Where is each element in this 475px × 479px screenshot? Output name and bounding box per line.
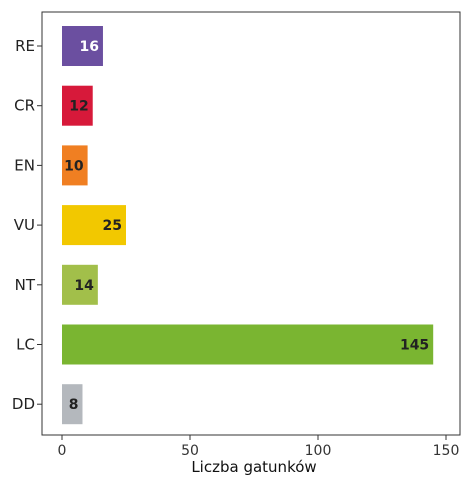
- x-tick-label-100: 100: [305, 443, 332, 459]
- x-axis-title: Liczba gatunków: [191, 458, 316, 476]
- y-tick-label-dd: DD: [12, 395, 35, 413]
- bar-lc: [62, 324, 434, 365]
- x-tick-label-150: 150: [433, 443, 460, 459]
- y-axis: RE CR EN VU NT LC DD: [12, 37, 42, 413]
- y-tick-label-cr: CR: [14, 97, 35, 115]
- bars-group: 16 12 10 25 14 145 8: [62, 26, 434, 425]
- x-tick-label-0: 0: [58, 443, 67, 459]
- data-label-re: 16: [79, 39, 98, 55]
- data-label-en: 10: [64, 158, 84, 174]
- data-label-lc: 145: [400, 338, 429, 354]
- x-tick-label-50: 50: [181, 443, 199, 459]
- bar-en: [62, 145, 88, 186]
- bar-dd: [62, 384, 83, 425]
- y-tick-label-en: EN: [14, 156, 35, 174]
- y-tick-label-nt: NT: [15, 276, 36, 294]
- data-label-dd: 8: [69, 397, 79, 413]
- data-label-vu: 25: [103, 218, 122, 234]
- data-label-nt: 14: [74, 278, 94, 294]
- x-axis: 0 50 100 150: [58, 435, 460, 459]
- bar-vu: [62, 205, 126, 246]
- y-tick-label-lc: LC: [16, 336, 35, 354]
- bar-re: [62, 26, 103, 66]
- y-tick-label-vu: VU: [14, 216, 35, 234]
- data-label-cr: 12: [69, 99, 88, 115]
- bar-nt: [62, 264, 98, 305]
- bar-cr: [62, 85, 93, 126]
- y-tick-label-re: RE: [15, 37, 35, 55]
